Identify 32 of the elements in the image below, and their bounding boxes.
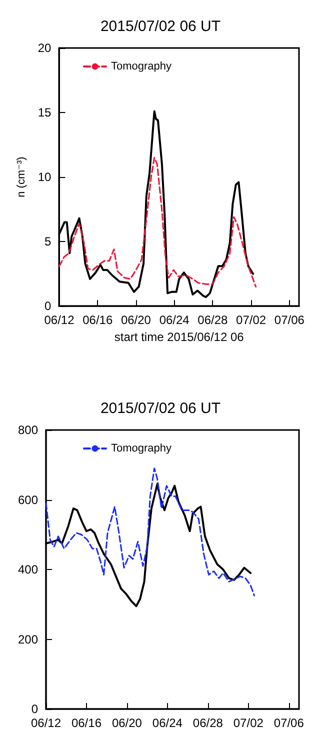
y-tick-label: 5 — [44, 234, 52, 249]
y-tick-label: 0 — [44, 299, 52, 314]
chart-title: 2015/07/02 06 UT — [100, 18, 221, 35]
y-tick-label: 20 — [38, 41, 52, 55]
x-tick-label: 06/12 — [30, 716, 62, 730]
y-tick-label: 400 — [18, 562, 38, 576]
x-tick-label: 07/02 — [233, 716, 264, 730]
x-axis-title: start time 2015/06/12 06 — [114, 330, 244, 344]
x-tick-label: 07/06 — [274, 716, 304, 730]
x-tick-label: 07/06 — [274, 313, 305, 328]
line-series — [58, 156, 257, 288]
x-tick-label: 06/12 — [44, 313, 75, 328]
y-tick-label: 0 — [31, 702, 38, 716]
y-tick-label: 200 — [18, 632, 38, 646]
x-tick-label: 06/24 — [159, 313, 190, 328]
chart-title: 2015/07/02 06 UT — [100, 400, 221, 417]
y-tick-label: 15 — [38, 106, 52, 120]
y-tick-label: 600 — [18, 492, 38, 507]
x-tick-label: 06/28 — [198, 313, 228, 328]
x-tick-label: 06/24 — [152, 716, 183, 730]
y-tick-label: 800 — [18, 423, 38, 437]
x-tick-label: 07/02 — [236, 313, 266, 328]
legend-label: Tomography — [111, 60, 172, 72]
line-series — [45, 468, 256, 596]
y-tick-label: 10 — [38, 170, 52, 184]
x-tick-label: 06/20 — [120, 313, 152, 328]
y-axis-title: n (cm⁻³) — [16, 156, 28, 198]
x-tick-label: 06/16 — [71, 716, 102, 730]
legend-label: Tomography — [111, 442, 172, 454]
x-tick-label: 06/20 — [112, 716, 142, 730]
x-tick-label: 06/16 — [82, 313, 113, 328]
x-tick-label: 06/28 — [192, 716, 224, 730]
